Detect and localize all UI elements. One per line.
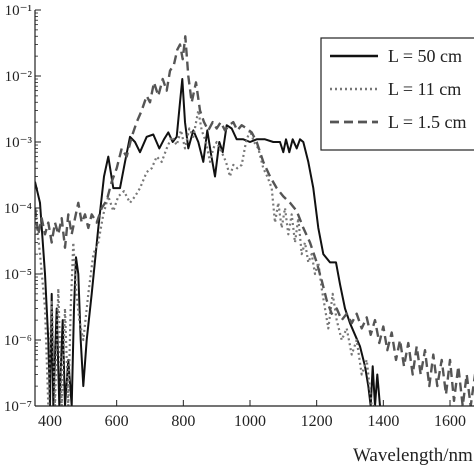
x-axis-ticks: 400 600 800 1000 1200 1400 1600	[38, 400, 466, 430]
y-tick-label: 10⁻⁷	[4, 399, 32, 415]
x-axis-label: Wavelength/nm	[353, 445, 473, 466]
legend-label-1: L = 50 cm	[388, 46, 462, 66]
legend: L = 50 cm L = 11 cm L = 1.5 cm	[320, 37, 474, 151]
y-tick-label: 10⁻⁶	[4, 333, 32, 349]
x-tick-label: 400	[38, 413, 62, 430]
x-tick-label: 1400	[367, 413, 399, 430]
series-layer	[35, 35, 474, 406]
legend-items: L = 50 cm L = 11 cm L = 1.5 cm	[330, 46, 466, 132]
y-tick-label: 10⁻⁵	[4, 267, 32, 283]
y-tick-label: 10⁻²	[5, 69, 33, 85]
y-axis-ticks: 10⁻⁷ 10⁻⁶ 10⁻⁵ 10⁻⁴ 10⁻³ 10⁻² 10⁻¹	[4, 3, 41, 415]
series-line-1	[35, 78, 381, 406]
y-tick-label: 10⁻¹	[5, 3, 32, 19]
x-tick-label: 800	[171, 413, 195, 430]
legend-label-3: L = 1.5 cm	[388, 112, 466, 132]
x-tick-label: 1000	[234, 413, 266, 430]
legend-label-2: L = 11 cm	[388, 79, 461, 99]
series-line-3	[35, 35, 474, 406]
x-tick-label: 1200	[301, 413, 333, 430]
x-tick-label: 1600	[434, 413, 466, 430]
y-tick-label: 10⁻⁴	[4, 201, 32, 217]
y-tick-label: 10⁻³	[5, 135, 33, 151]
x-tick-label: 600	[105, 413, 129, 430]
series-line-2	[35, 109, 377, 406]
